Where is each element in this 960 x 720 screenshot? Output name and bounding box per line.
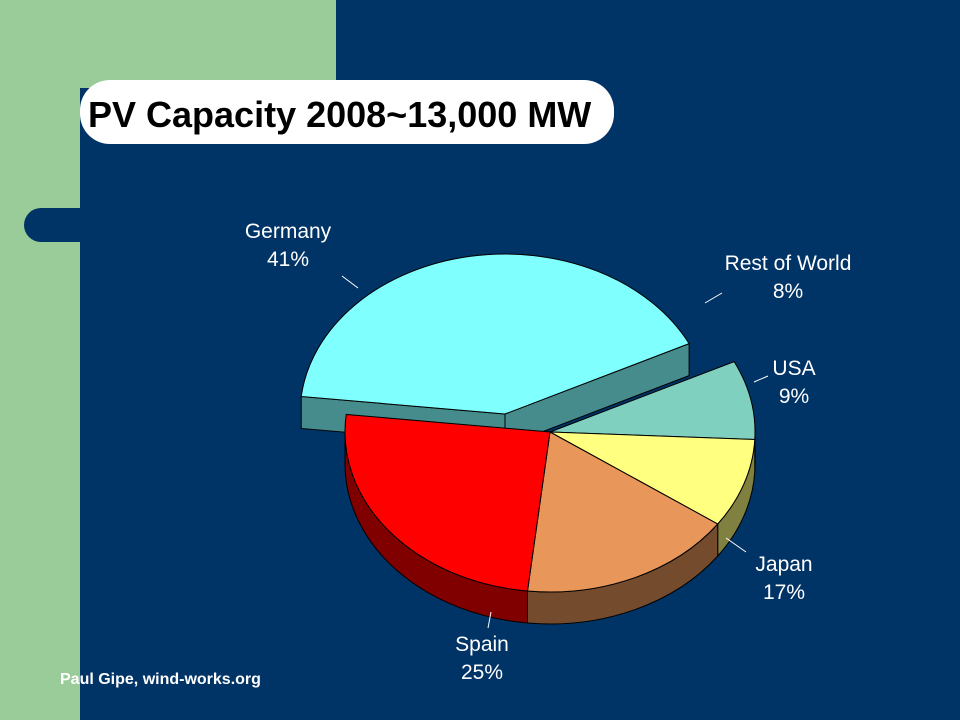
chart-title: PV Capacity 2008~13,000 MW <box>88 94 592 135</box>
leader-line-usa <box>753 375 769 383</box>
slice-label-usa: USA <box>772 357 815 380</box>
slice-rest-of-world <box>549 360 756 441</box>
leader-line-spain <box>487 611 492 629</box>
slice-label-japan: Japan <box>755 553 812 576</box>
credit-text: Paul Gipe, wind-works.org <box>60 671 261 688</box>
title-banner <box>80 80 614 144</box>
slice-value-rest-of-world: 8% <box>773 280 803 303</box>
accent-tab <box>24 208 114 242</box>
slice-spain <box>344 413 551 592</box>
pie-sides <box>300 342 756 625</box>
pie-tops <box>300 253 756 593</box>
sidebar-strip <box>0 0 80 720</box>
leader-line-rest-of-world <box>704 292 723 304</box>
slice-japan <box>526 431 719 593</box>
leader-line-germany <box>341 275 359 289</box>
top-left-panel <box>80 0 336 88</box>
leader-line-japan <box>725 537 747 553</box>
slice-value-japan: 17% <box>763 581 805 604</box>
slice-value-spain: 25% <box>461 661 503 684</box>
slice-germany <box>300 253 690 415</box>
slice-label-germany: Germany <box>245 220 332 243</box>
slice-usa <box>549 431 756 525</box>
slice-label-spain: Spain <box>455 633 509 656</box>
slice-value-usa: 9% <box>779 385 809 408</box>
slice-label-rest-of-world: Rest of World <box>725 252 852 275</box>
slice-value-germany: 41% <box>267 248 309 271</box>
